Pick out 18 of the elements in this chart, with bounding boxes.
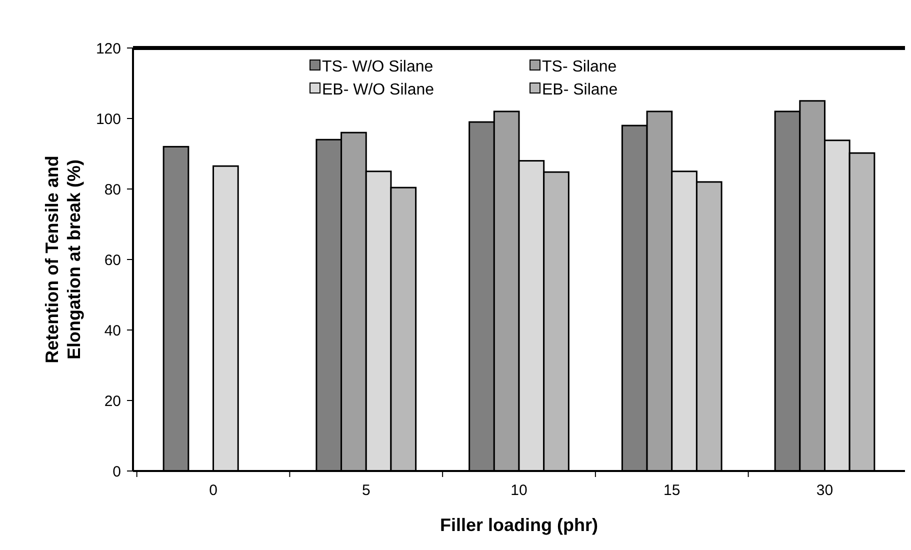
legend-label: TS- W/O Silane: [322, 58, 434, 76]
y-tick-label: 0: [112, 463, 121, 480]
x-tick-label: 5: [362, 482, 370, 499]
legend-label: EB- W/O Silane: [322, 82, 434, 99]
x-tick-label: 15: [664, 482, 680, 499]
y-tick-label: 120: [96, 40, 121, 58]
legend-label: EB- Silane: [542, 82, 618, 99]
legend-label: TS- Silane: [542, 58, 617, 76]
x-axis-title: Filler loading (phr): [440, 515, 598, 535]
y-tick-label: 20: [104, 392, 121, 410]
y-axis-title: Retention of Tensile and Elongation at break (%): [42, 156, 84, 364]
y-tick-label: 100: [96, 110, 121, 128]
x-tick-label: 0: [209, 482, 218, 499]
x-tick-label: 30: [816, 482, 834, 499]
x-tick-label: 10: [510, 482, 528, 499]
y-tick-label: 40: [104, 322, 121, 340]
y-tick-label: 60: [104, 252, 121, 269]
y-tick-label: 80: [104, 181, 121, 198]
